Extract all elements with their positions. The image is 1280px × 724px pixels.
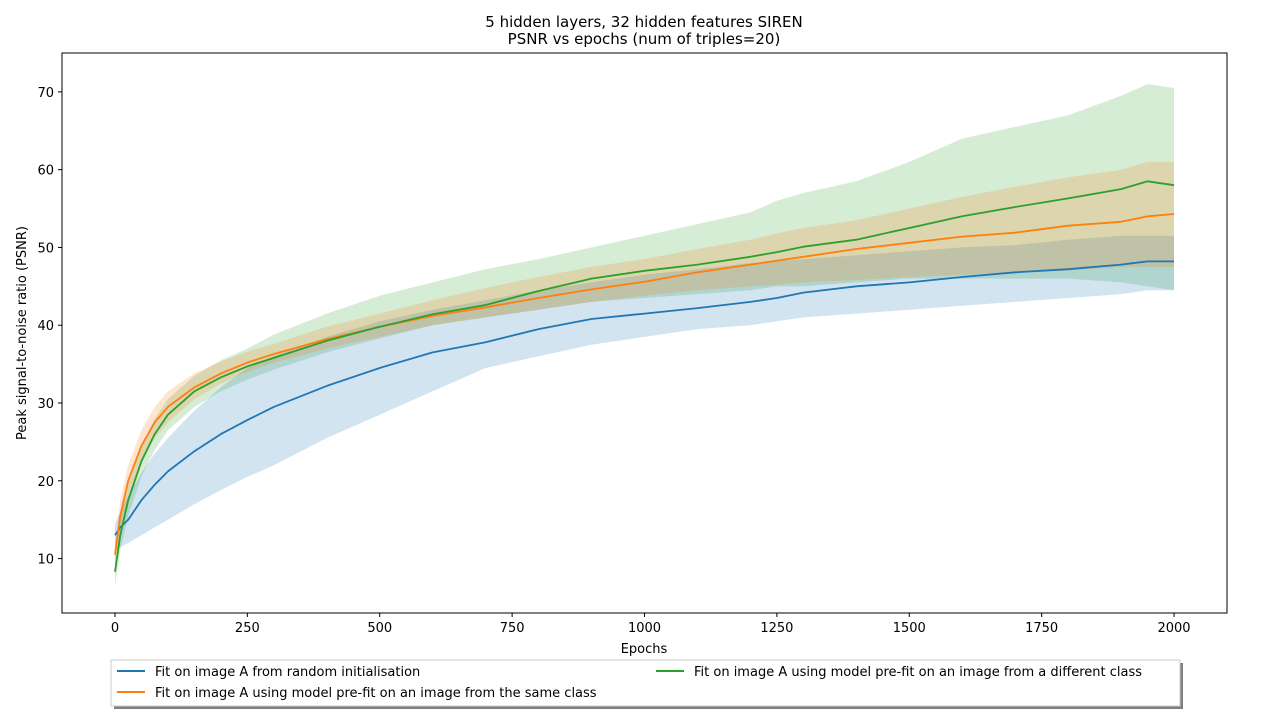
- legend-label-same-class: Fit on image A using model pre-fit on an…: [155, 686, 597, 701]
- line-different-class: [114, 180, 1175, 572]
- chart-title-line-2: PSNR vs epochs (num of triples=20): [508, 30, 781, 48]
- x-tick-label: 1750: [1025, 621, 1058, 636]
- y-tick-label: 30: [37, 397, 54, 412]
- x-axis-ticks: 0 250 500 750 1000 1250 1500 1750 2000: [111, 613, 1191, 636]
- legend: Fit on image A from random initialisatio…: [110, 659, 1183, 709]
- y-tick-label: 20: [37, 475, 54, 490]
- chart-title-line-1: 5 hidden layers, 32 hidden features SIRE…: [485, 13, 802, 31]
- legend-label-random-init: Fit on image A from random initialisatio…: [155, 665, 420, 680]
- x-tick-label: 2000: [1157, 621, 1190, 636]
- band-random-init: [115, 235, 1174, 551]
- band-different-class: [115, 84, 1174, 586]
- x-tick-label: 1500: [893, 621, 926, 636]
- legend-label-different-class: Fit on image A using model pre-fit on an…: [694, 665, 1142, 680]
- x-tick-label: 500: [367, 621, 392, 636]
- legend-box: [110, 659, 1181, 707]
- series-lines: [114, 180, 1175, 572]
- x-tick-label: 1250: [760, 621, 793, 636]
- y-axis-label: Peak signal-to-noise ratio (PSNR): [15, 226, 30, 440]
- x-tick-label: 250: [235, 621, 260, 636]
- y-tick-label: 70: [37, 86, 54, 101]
- y-tick-label: 60: [37, 164, 54, 179]
- line-random-init: [114, 260, 1174, 536]
- y-tick-label: 40: [37, 319, 54, 334]
- y-tick-label: 50: [37, 241, 54, 256]
- x-axis-label: Epochs: [621, 642, 668, 657]
- x-tick-label: 1000: [628, 621, 661, 636]
- x-tick-label: 0: [111, 621, 119, 636]
- x-tick-label: 750: [500, 621, 525, 636]
- band-same-class: [115, 161, 1174, 567]
- line-same-class: [114, 213, 1175, 555]
- y-tick-label: 10: [37, 553, 54, 568]
- y-axis-ticks: 10 20 30 40 50 60 70: [37, 86, 62, 568]
- confidence-bands: [115, 84, 1174, 586]
